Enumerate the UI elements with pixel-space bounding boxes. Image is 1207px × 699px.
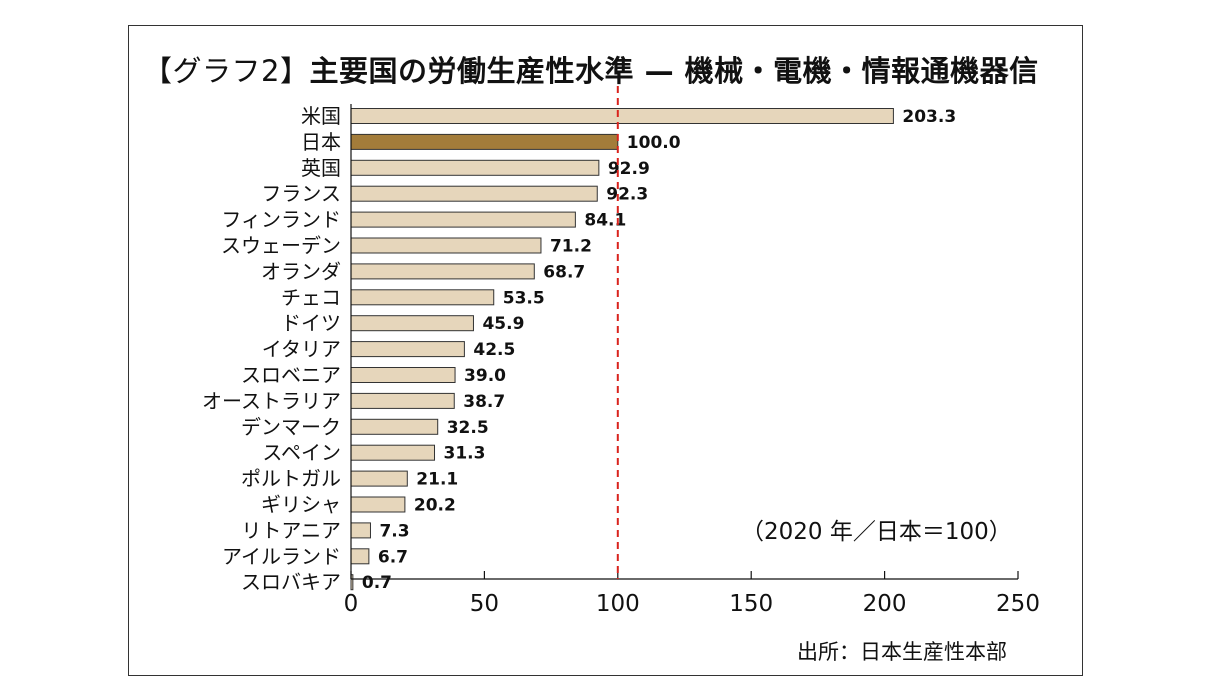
- bar-デンマーク: [350, 418, 439, 435]
- category-label: イタリア: [262, 337, 341, 361]
- category-label: アイルランド: [222, 544, 341, 568]
- x-tick-label: 100: [596, 591, 640, 617]
- bar-オーストラリア: [350, 392, 455, 409]
- bar-ギリシャ: [350, 496, 406, 513]
- value-label: 42.5: [473, 340, 515, 360]
- value-label: 20.2: [414, 496, 456, 516]
- category-label: スペイン: [262, 441, 341, 465]
- title-bracket-open: 【: [143, 54, 173, 88]
- category-label: ポルトガル: [241, 467, 341, 491]
- category-label: スロバキア: [241, 570, 341, 594]
- value-label: 71.2: [550, 237, 592, 257]
- category-label: 米国: [301, 104, 341, 128]
- bar-イタリア: [350, 341, 465, 358]
- x-tick-label: 0: [344, 591, 359, 617]
- value-label: 7.3: [379, 521, 409, 541]
- value-label: 38.7: [463, 392, 505, 412]
- labels-layer: 米国 203.3 日本 100.0 英国 92.9 フランス 92.3 フィンランド 84.1 スウ…: [202, 104, 956, 594]
- value-label: 100.0: [627, 133, 681, 153]
- category-label: フィンランド: [221, 208, 341, 232]
- bar-スペイン: [350, 444, 436, 461]
- x-axis: 0 50 100 150 200 250: [344, 104, 1040, 617]
- value-label: 84.1: [584, 211, 626, 231]
- value-label: 203.3: [902, 107, 956, 127]
- title-bracket-close: 】: [279, 54, 310, 88]
- x-tick-label: 200: [863, 591, 907, 617]
- category-label: オーストラリア: [202, 389, 341, 413]
- category-label: 日本: [301, 130, 341, 154]
- category-label: ギリシャ: [261, 493, 341, 517]
- value-label: 45.9: [482, 314, 524, 334]
- category-label: スロベニア: [241, 363, 341, 387]
- bar-チェコ: [350, 289, 495, 306]
- category-label: リトアニア: [241, 518, 341, 542]
- value-label: 68.7: [543, 262, 585, 282]
- bar-chart: 米国 203.3 日本 100.0 英国 92.9 フランス 92.3 フィンランド 84.1 スウ…: [202, 86, 1040, 617]
- bar-オランダ: [350, 263, 535, 280]
- bar-リトアニア: [350, 522, 371, 539]
- category-label: オランダ: [261, 259, 341, 283]
- chart-source: 出所：日本生産性本部: [797, 640, 1007, 664]
- category-label: デンマーク: [241, 415, 341, 439]
- title-tag: グラフ2: [172, 54, 280, 88]
- value-label: 21.1: [416, 470, 458, 490]
- value-label: 39.0: [464, 366, 506, 386]
- bar-日本: [350, 133, 619, 150]
- value-label: 53.5: [503, 288, 545, 308]
- value-label: 31.3: [444, 444, 486, 464]
- bar-ポルトガル: [350, 470, 408, 487]
- value-label: 92.3: [606, 185, 648, 205]
- bar-ドイツ: [350, 315, 474, 332]
- bar-フィンランド: [350, 211, 576, 228]
- chart-frame: 【グラフ2】主要国の労働生産性水準 — 機械・電機・情報通機器信 米国 203.3…: [128, 25, 1083, 676]
- x-tick-label: 150: [729, 591, 773, 617]
- value-label: 0.7: [362, 573, 392, 593]
- bar-英国: [350, 159, 600, 176]
- category-label: スウェーデン: [221, 234, 341, 258]
- value-label: 6.7: [378, 547, 408, 567]
- category-label: ドイツ: [281, 311, 341, 335]
- bar-米国: [350, 108, 894, 124]
- category-label: 英国: [301, 156, 341, 180]
- value-label: 92.9: [608, 159, 650, 179]
- bar-アイルランド: [350, 548, 370, 565]
- bar-スロバキア: [350, 574, 354, 591]
- chart-note: （2020 年／日本＝100）: [741, 519, 1012, 545]
- category-label: チェコ: [281, 285, 341, 309]
- value-label: 32.5: [447, 418, 489, 438]
- title-main: 主要国の労働生産性水準 — 機械・電機・情報通機器信: [309, 54, 1039, 88]
- bar-スウェーデン: [350, 237, 542, 254]
- chart-title: 【グラフ2】主要国の労働生産性水準 — 機械・電機・情報通機器信: [143, 48, 1039, 90]
- bar-スロベニア: [350, 367, 456, 383]
- x-tick-label: 250: [996, 591, 1040, 617]
- x-tick-label: 50: [470, 591, 499, 617]
- bar-フランス: [350, 185, 598, 202]
- category-label: フランス: [261, 182, 341, 206]
